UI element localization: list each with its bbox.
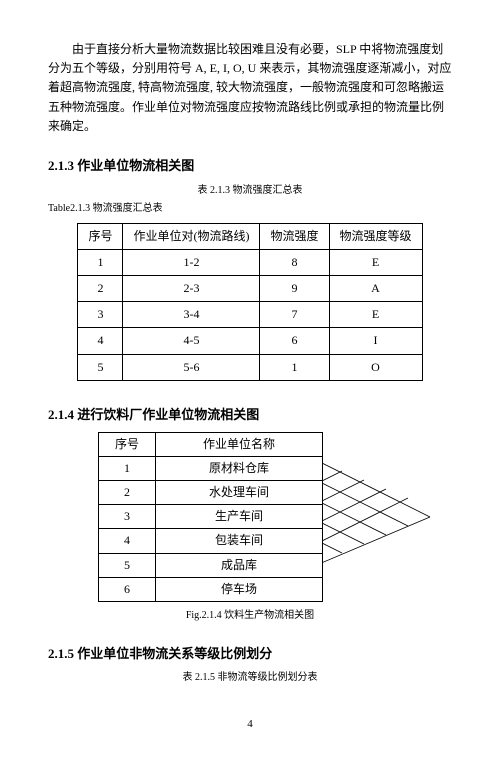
- table-row: 序号 作业单位对(物流路线) 物流强度 物流强度等级: [78, 223, 422, 249]
- table-row: 33-47E: [78, 302, 422, 328]
- fig-caption-en: Fig.2.1.4 饮料生产物流相关图: [48, 608, 452, 624]
- intro-paragraph: 由于直接分析大量物流数据比较困难且没有必要，SLP 中将物流强度划分为五个等级，…: [48, 40, 452, 136]
- table-row: 2水处理车间: [99, 481, 323, 505]
- table-214: 序号作业单位名称 1原材料仓库 2水处理车间 3生产车间 4包装车间 5成品库 …: [98, 432, 323, 602]
- table-row: 22-39A: [78, 276, 422, 302]
- table-row: 55-61O: [78, 354, 422, 380]
- col-seq: 序号: [78, 223, 123, 249]
- caption-213: 表 2.1.3 物流强度汇总表: [48, 183, 452, 199]
- col-pair: 作业单位对(物流路线): [123, 223, 260, 249]
- table-row: 11-28E: [78, 249, 422, 275]
- heading-215: 2.1.5 作业单位非物流关系等级比例划分: [48, 644, 452, 665]
- table-row: 5成品库: [99, 553, 323, 577]
- table-row: 4包装车间: [99, 529, 323, 553]
- caption-215: 表 2.1.5 非物流等级比例划分表: [48, 670, 452, 686]
- table-row: 3生产车间: [99, 505, 323, 529]
- heading-213: 2.1.3 作业单位物流相关图: [48, 156, 452, 177]
- col-intensity: 物流强度: [260, 223, 329, 249]
- table-label-213: Table2.1.3 物流强度汇总表: [48, 201, 452, 217]
- relationship-chart: 序号作业单位名称 1原材料仓库 2水处理车间 3生产车间 4包装车间 5成品库 …: [98, 432, 458, 582]
- table-row: 6停车场: [99, 577, 323, 601]
- relationship-triangles: E A E I O: [300, 432, 460, 582]
- table-row: 44-56I: [78, 328, 422, 354]
- table-213: 序号 作业单位对(物流路线) 物流强度 物流强度等级 11-28E 22-39A…: [77, 223, 422, 381]
- heading-214: 2.1.4 进行饮料厂作业单位物流相关图: [48, 405, 452, 426]
- table-row: 1原材料仓库: [99, 456, 323, 480]
- table-row: 序号作业单位名称: [99, 432, 323, 456]
- page-number: 4: [48, 716, 452, 734]
- col-grade: 物流强度等级: [329, 223, 422, 249]
